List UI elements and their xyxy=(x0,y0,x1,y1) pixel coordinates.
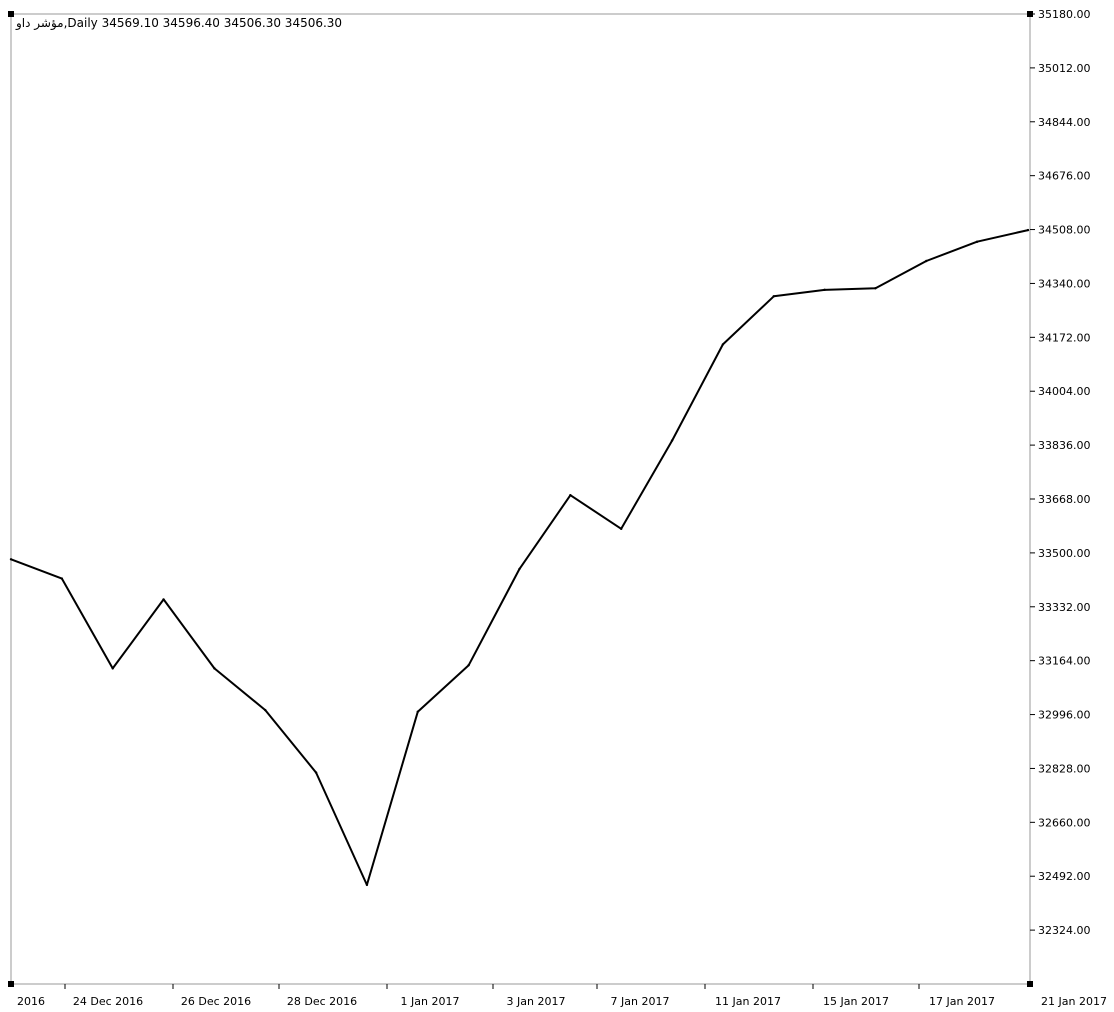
y-tick-label: 33164.00 xyxy=(1038,655,1091,668)
y-tick-label: 32660.00 xyxy=(1038,816,1091,829)
data-point xyxy=(314,771,318,774)
x-tick-label: 21 Jan 2017 xyxy=(1041,995,1107,1008)
series-layer xyxy=(9,228,1030,887)
corner-marker xyxy=(8,981,14,987)
plot-border xyxy=(10,13,1031,985)
x-tick-label: 7 Jan 2017 xyxy=(611,995,670,1008)
y-tick-label: 32828.00 xyxy=(1038,762,1091,775)
data-point xyxy=(823,288,826,292)
x-tick-label: 26 Dec 2016 xyxy=(181,995,251,1008)
y-tick-label: 34004.00 xyxy=(1038,385,1091,398)
chart-info-header: مؤشر داو,Daily 34569.10 34596.40 34506.3… xyxy=(15,16,342,31)
data-point xyxy=(670,439,674,442)
series-line xyxy=(10,229,1029,886)
data-point xyxy=(925,259,928,263)
y-tick-label: 34676.00 xyxy=(1038,170,1091,183)
data-point xyxy=(264,708,267,712)
corner-marker xyxy=(1027,981,1033,987)
y-axis: 32324.00 32492.00 32660.00 32828.00 32996.00… xyxy=(1030,8,1091,937)
corner-marker xyxy=(8,11,14,17)
data-point xyxy=(416,710,419,713)
data-point xyxy=(9,558,13,561)
y-tick-label: 34508.00 xyxy=(1038,224,1091,237)
data-point xyxy=(620,527,623,531)
y-tick-label: 34340.00 xyxy=(1038,277,1091,290)
x-tick-label: 11 Jan 2017 xyxy=(715,995,781,1008)
y-tick-label: 32492.00 xyxy=(1038,870,1091,883)
x-tick-label: 17 Jan 2017 xyxy=(929,995,995,1008)
data-point xyxy=(467,663,470,667)
data-point xyxy=(60,577,64,580)
data-point xyxy=(111,667,114,670)
x-axis: 2016 24 Dec 2016 26 Dec 2016 28 Dec 2016 1 J… xyxy=(17,984,1107,1008)
data-point xyxy=(772,295,775,298)
y-tick-label: 33836.00 xyxy=(1038,439,1091,452)
data-point xyxy=(569,493,572,497)
data-point xyxy=(162,598,165,601)
y-tick-label: 34172.00 xyxy=(1038,331,1091,344)
data-point xyxy=(1026,228,1030,232)
data-point xyxy=(975,240,979,243)
x-tick-label: 1 Jan 2017 xyxy=(401,995,460,1008)
y-tick-label: 33668.00 xyxy=(1038,493,1091,506)
data-point xyxy=(518,567,521,571)
y-tick-label: 32996.00 xyxy=(1038,709,1091,722)
data-point xyxy=(365,883,369,887)
x-tick-label: 2016 xyxy=(17,995,45,1008)
x-tick-label: 15 Jan 2017 xyxy=(823,995,889,1008)
data-point xyxy=(721,343,725,346)
data-point xyxy=(213,667,216,670)
y-tick-label: 35012.00 xyxy=(1038,62,1091,75)
y-tick-label: 33332.00 xyxy=(1038,601,1091,614)
y-tick-label: 33500.00 xyxy=(1038,547,1091,560)
x-tick-label: 24 Dec 2016 xyxy=(73,995,143,1008)
data-point xyxy=(874,287,877,290)
x-tick-label: 28 Dec 2016 xyxy=(287,995,357,1008)
x-tick-label: 3 Jan 2017 xyxy=(507,995,566,1008)
y-tick-label: 34844.00 xyxy=(1038,116,1091,129)
plot-frame xyxy=(8,11,1033,987)
y-tick-label: 35180.00 xyxy=(1038,8,1091,21)
y-tick-label: 32324.00 xyxy=(1038,924,1091,937)
